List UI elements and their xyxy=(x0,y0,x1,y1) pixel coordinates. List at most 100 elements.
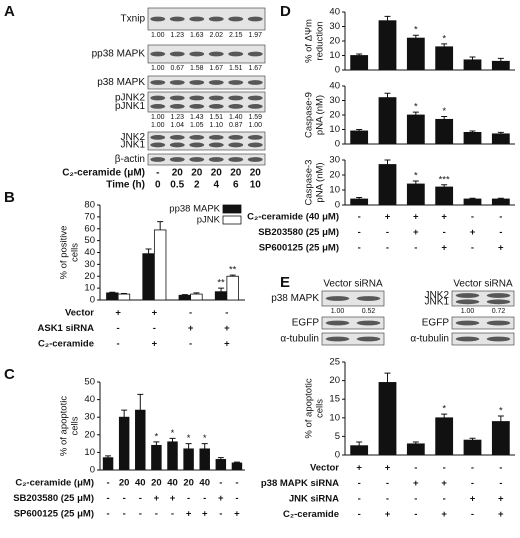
treatment-value: 4 xyxy=(213,180,219,191)
bar xyxy=(190,293,203,301)
bar xyxy=(151,444,162,471)
quant-value: 2.15 xyxy=(229,32,243,39)
y-tick-label: 20 xyxy=(329,110,340,121)
error-bar xyxy=(356,441,363,446)
quant-value: 0.52 xyxy=(362,308,376,315)
band xyxy=(208,135,224,140)
quant-value: 1.23 xyxy=(170,114,184,121)
y-tick-label: 20 xyxy=(84,429,95,440)
error-bar xyxy=(185,443,192,449)
condition-value: - xyxy=(123,509,126,520)
blot xyxy=(147,153,266,166)
lane-header: Vector xyxy=(453,279,482,290)
condition-value: - xyxy=(386,494,389,505)
y-tick-label: 10 xyxy=(329,185,340,196)
condition-value: + xyxy=(152,308,158,319)
significance: * xyxy=(414,25,418,36)
significance: * xyxy=(155,431,159,442)
bar xyxy=(226,275,239,301)
band xyxy=(189,80,205,85)
condition-value: - xyxy=(219,478,222,489)
lane-header: siRNA xyxy=(484,279,513,290)
blot-label: pJNK2 xyxy=(115,93,145,104)
y-tick-label: 40 xyxy=(329,81,340,92)
band xyxy=(189,51,205,57)
quant-value: 1.04 xyxy=(170,122,184,129)
condition-value: + xyxy=(385,463,391,474)
error-bar xyxy=(497,57,504,62)
error-bar xyxy=(497,415,504,422)
blot xyxy=(147,75,266,90)
lane-header: Vector xyxy=(323,279,352,290)
error-bar xyxy=(233,461,240,463)
lane-header: siRNA xyxy=(354,279,383,290)
quant-value: 1.00 xyxy=(151,32,165,39)
significance: * xyxy=(442,106,446,117)
quant-value: 1.00 xyxy=(151,65,165,72)
error-bar xyxy=(356,197,363,199)
condition-value: + xyxy=(413,212,419,223)
error-bar xyxy=(469,56,476,60)
condition-label: SP600125 (25 μM) xyxy=(14,509,94,520)
quant-value: 2.02 xyxy=(209,32,223,39)
error-bar xyxy=(384,92,391,98)
band xyxy=(228,142,244,148)
blot-label: JNK2 xyxy=(121,132,146,143)
bar xyxy=(214,291,228,301)
condition-label: SB203580 (25 μM) xyxy=(258,227,339,238)
band xyxy=(486,293,511,298)
bar xyxy=(406,37,425,71)
condition-value: + xyxy=(498,494,504,505)
y-tick-label: 15 xyxy=(329,394,340,405)
band xyxy=(150,135,166,140)
band xyxy=(189,157,205,162)
band xyxy=(228,104,244,109)
bar xyxy=(215,459,227,471)
condition-label: C₂-ceramide (40 μM) xyxy=(247,212,339,223)
condition-value: 40 xyxy=(135,478,146,489)
blot-label: α-tubulin xyxy=(280,334,319,345)
y-axis-label: pNA (nM) xyxy=(315,162,326,202)
y-axis-label: reduction xyxy=(315,21,326,60)
condition-value: 20 xyxy=(183,478,194,489)
condition-label: JNK siRNA xyxy=(289,494,339,505)
condition-value: - xyxy=(189,308,192,319)
error-bar xyxy=(109,291,116,293)
blot xyxy=(147,7,266,31)
band xyxy=(208,157,224,162)
condition-value: + xyxy=(152,339,158,350)
bar xyxy=(435,417,454,456)
bar xyxy=(350,198,369,206)
bar xyxy=(231,462,243,471)
y-tick-label: 60 xyxy=(84,223,95,234)
band xyxy=(228,80,244,85)
bar xyxy=(118,416,130,471)
band xyxy=(189,16,205,22)
blot xyxy=(147,91,266,113)
band xyxy=(150,157,166,162)
band xyxy=(208,95,224,101)
bar xyxy=(406,114,425,145)
condition-value: + xyxy=(115,308,121,319)
treatment-label: Time (h) xyxy=(106,180,145,191)
legend-swatch xyxy=(222,204,242,214)
bar xyxy=(183,448,194,471)
error-bar xyxy=(356,129,363,131)
condition-value: 40 xyxy=(199,478,210,489)
band xyxy=(356,296,381,301)
blot-label: p38 MAPK xyxy=(97,77,145,88)
condition-value: - xyxy=(358,243,361,254)
bar xyxy=(491,133,510,145)
band xyxy=(150,142,166,148)
blot-label: pp38 MAPK xyxy=(92,49,146,60)
band xyxy=(169,135,185,140)
quant-value: 1.67 xyxy=(209,65,223,72)
y-tick-label: 50 xyxy=(84,235,95,246)
y-tick-label: 40 xyxy=(329,7,340,18)
y-tick-label: 50 xyxy=(84,377,95,388)
condition-value: - xyxy=(499,227,502,238)
blot-label: Txnip xyxy=(121,14,146,25)
y-tick-label: 40 xyxy=(84,247,95,258)
condition-value: + xyxy=(441,212,447,223)
band xyxy=(247,80,263,85)
